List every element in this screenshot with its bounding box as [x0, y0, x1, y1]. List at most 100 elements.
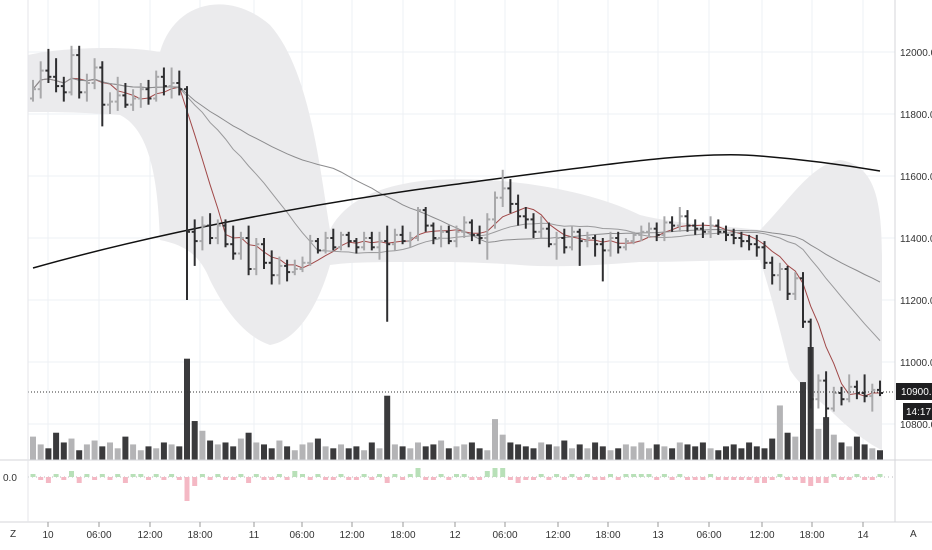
oscillator-bar [223, 477, 228, 480]
time-tick-label: 14 [857, 530, 869, 541]
volume-bar [199, 430, 206, 460]
volume-bar [815, 428, 822, 460]
volume-bar [384, 395, 391, 460]
oscillator-bar [146, 477, 151, 480]
volume-bar [53, 432, 60, 460]
time-tick-label: 12:00 [749, 530, 774, 541]
volume-bar [499, 434, 506, 460]
volume-bar [877, 450, 883, 460]
long-moving-average-line [32, 153, 881, 269]
time-axis[interactable]: 10 06:00 12:00 18:00 11 06:00 12:00 18:00 12 06:0… [42, 522, 869, 541]
oscillator-histogram [30, 468, 883, 501]
oscillator-bar [538, 474, 544, 477]
oscillator-bar [592, 477, 598, 480]
oscillator-bar [246, 477, 252, 483]
time-tick-label: 10 [42, 530, 54, 541]
oscillator-bar [30, 474, 36, 477]
oscillator-bar [184, 477, 190, 501]
volume-bar [391, 444, 398, 460]
oscillator-bar [292, 471, 298, 477]
oscillator-bar [261, 477, 267, 480]
oscillator-bar [754, 477, 760, 483]
oscillator-bar [523, 477, 529, 480]
volume-bar [738, 448, 745, 460]
volume-bar [222, 442, 229, 460]
oscillator-bar [138, 474, 144, 477]
oscillator-bar [661, 474, 667, 477]
volume-bar [99, 446, 106, 460]
oscillator-bar [584, 474, 590, 477]
oscillator-bar [869, 477, 875, 480]
time-tick-label: 06:00 [696, 530, 721, 541]
volume-bar [730, 444, 737, 460]
oscillator-bar [407, 474, 413, 477]
zoom-toggle-button[interactable]: Z [10, 529, 16, 540]
oscillator-bar [823, 477, 829, 483]
price-tick-label: 11000.0 [900, 358, 932, 369]
oscillator-bar [577, 477, 583, 480]
volume-bar [30, 436, 36, 460]
volume-bar [168, 444, 175, 460]
oscillator-bar [669, 477, 675, 480]
volume-bar [245, 432, 252, 460]
volume-bar [753, 446, 760, 460]
volume-bar [430, 444, 437, 460]
oscillator-bar [762, 477, 767, 483]
auto-scale-button[interactable]: A [910, 529, 917, 540]
price-bars [30, 45, 883, 418]
oscillator-bar [454, 474, 459, 477]
volume-bar [130, 444, 137, 460]
oscillator-bar [554, 474, 560, 477]
oscillator-bar [238, 474, 244, 477]
time-tick-label: 06:00 [289, 530, 314, 541]
oscillator-bar [708, 474, 714, 477]
volume-bar [622, 444, 629, 460]
countdown-badge [903, 403, 932, 420]
oscillator-bar [831, 474, 837, 477]
volume-bar [122, 436, 129, 460]
oscillator-bar [353, 477, 359, 480]
oscillator-bar [692, 477, 698, 480]
volume-bar [453, 446, 460, 460]
oscillator-bar [484, 471, 490, 477]
volume-bar [669, 448, 676, 460]
oscillator-bar [738, 477, 744, 480]
oscillator-bar [384, 477, 390, 483]
oscillator-bar [700, 477, 706, 480]
oscillator-bar [61, 477, 67, 480]
volume-bar [476, 448, 483, 460]
volume-bar [684, 444, 691, 460]
volume-bar [276, 440, 283, 460]
volume-bar [653, 444, 660, 460]
oscillator-bar [107, 477, 113, 480]
volume-bar [284, 446, 291, 460]
volume-bar [445, 448, 452, 460]
price-tick-label: 12000.0 [900, 48, 932, 59]
volume-bar [314, 438, 321, 460]
volume-bar [761, 448, 768, 460]
volume-bar [407, 448, 414, 460]
oscillator-bar [500, 468, 506, 477]
time-tick-label: 18:00 [187, 530, 212, 541]
oscillator-bar [176, 477, 182, 480]
oscillator-bar [561, 477, 567, 480]
volume-bar [68, 438, 75, 460]
volume-bar [507, 442, 514, 460]
oscillator-bar [677, 474, 683, 477]
volume-bar [599, 446, 606, 460]
oscillator-bar [130, 474, 136, 477]
oscillator-bar [415, 468, 421, 477]
oscillator-bar [361, 474, 367, 477]
volume-bar [861, 444, 868, 460]
volume-bar [160, 442, 167, 460]
oscillator-bar [785, 477, 791, 480]
volume-bar [237, 438, 244, 460]
volume-bar [468, 442, 475, 460]
volume-bar [838, 442, 845, 460]
time-tick-label: 11 [249, 530, 260, 541]
oscillator-bar [45, 477, 51, 483]
price-tick-label: 10800.0 [900, 420, 932, 431]
time-tick-label: 12 [449, 530, 461, 541]
volume-bar [646, 448, 652, 460]
oscillator-bar [330, 477, 336, 480]
